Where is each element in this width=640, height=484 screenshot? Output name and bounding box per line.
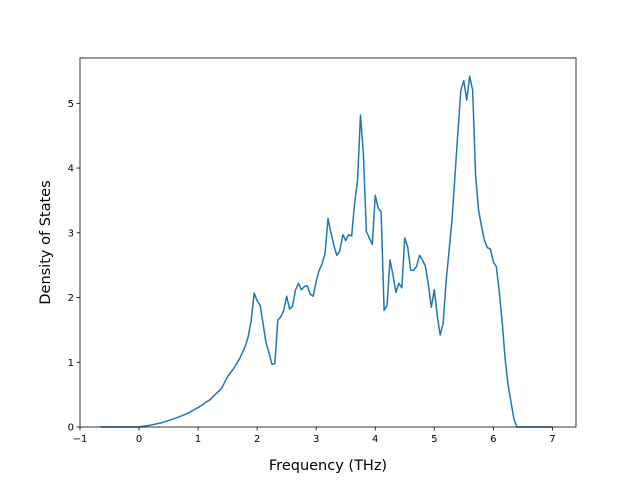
series-line-0 [100,75,553,428]
x-tick-label: 4 [372,434,378,445]
x-tick-label: 7 [549,434,555,445]
y-tick-label: 4 [68,164,74,175]
x-tick-label: 1 [195,434,201,445]
plot-area [80,58,576,427]
x-tick-label: 2 [254,434,260,445]
y-tick-label: 0 [68,423,74,434]
y-tick-label: 5 [68,99,74,110]
y-tick-label: 3 [68,228,74,239]
x-tick-label: 6 [490,434,496,445]
x-axis-label: Frequency (THz) [269,458,387,474]
x-tick-label: −1 [73,434,88,445]
x-tick-label: 3 [313,434,319,445]
series-layer [100,75,553,428]
y-axis-label: Density of States [38,180,54,304]
x-tick-label: 0 [136,434,142,445]
x-tick-label: 5 [431,434,437,445]
y-tick-label: 1 [68,358,74,369]
y-tick-label: 2 [68,293,74,304]
plot-frame [79,57,577,428]
